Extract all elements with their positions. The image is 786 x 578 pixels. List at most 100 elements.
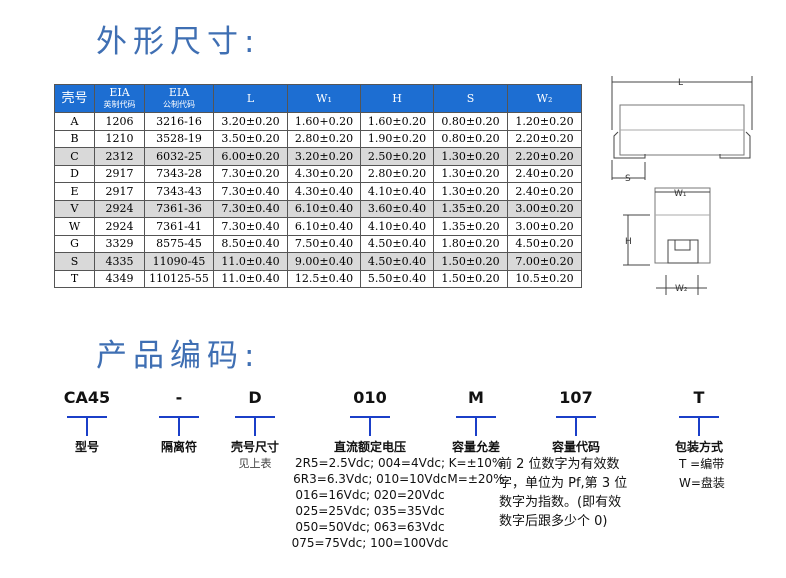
table-cell: 1.80±0.20 [433,234,508,253]
table-row: A 1206 3216-16 3.20±0.20 1.60+0.20 1.60±0.20 0… [54,112,582,131]
code-desc: 075=75Vdc; 100=100Vdc [291,536,449,550]
code-value: D [248,388,262,407]
table-cell: 4.30±0.20 [287,164,361,183]
table-cell: 2924 [94,217,145,236]
table-cell: 7.00±0.20 [507,252,582,271]
table-cell: C [54,147,95,166]
table-cell: 3.00±0.20 [507,199,582,218]
code-segment: M 容量允差 K=±10% M=±20% [416,388,536,487]
code-label: 直流额定电压 [333,440,406,454]
table-cell: 2.50±0.20 [360,147,434,166]
table-cell: 3.20±0.20 [213,112,288,131]
table-cell: 6032-25 [144,147,214,166]
code-segment: CA45 型号 [27,388,147,455]
table-cell: 2.80±0.20 [360,164,434,183]
code-label: 容量代码 [551,440,600,454]
table-cell: 1.90±0.20 [360,129,434,148]
code-label: 隔离符 [160,440,197,454]
table-cell: 2.20±0.20 [507,129,582,148]
table-cell: 1.60+0.20 [287,112,361,131]
table-cell: 7361-41 [144,217,214,236]
table-cell: 3.20±0.20 [287,147,361,166]
table-cell: 7.30±0.40 [213,182,288,201]
table-cell: 1.50±0.20 [433,269,508,288]
code-desc: 前 2 位数字为有效数 [499,457,620,472]
table-cell: 2917 [94,182,145,201]
table-cell: 2.20±0.20 [507,147,582,166]
code-desc: M=±20% [447,472,505,486]
table-cell: 0.80±0.20 [433,129,508,148]
table-cell: 8575-45 [144,234,214,253]
code-segment: 107 容量代码前 2 位数字为有效数 字，单位为 Pf,第 3 位数字为指数。(即… [491,388,661,531]
section-title-part-code: 产品编码: [96,338,261,374]
table-cell: 7.30±0.40 [213,217,288,236]
header-w1: W₁ [287,84,361,113]
table-row: V 2924 7361-36 7.30±0.40 6.10±0.40 3.60±0.40 1… [54,199,582,218]
table-cell: B [54,129,95,148]
table-cell: 7.30±0.40 [213,199,288,218]
table-cell: 2312 [94,147,145,166]
code-value: T [693,388,705,407]
code-desc: K=±10% [448,456,504,470]
capacitor-dimension-diagram: L S W₁ H W₂ [611,76,753,295]
section-title-dimensions: 外形尺寸: [96,24,261,60]
code-segment: 010 直流额定电压 2R5=2.5Vdc; 004=4Vdc; 6R3=6.3Vdc… [285,388,455,551]
label-h: H [625,237,632,247]
table-cell: 3.50±0.20 [213,129,288,148]
bracket-icon [416,408,536,438]
bracket-icon [639,408,759,438]
table-cell: 9.00±0.40 [287,252,361,271]
table-cell: 1.50±0.20 [433,252,508,271]
table-cell: 4.50±0.40 [360,252,434,271]
table-cell: 7343-43 [144,182,214,201]
table-cell: 4.30±0.40 [287,182,361,201]
label-w2: W₂ [675,284,688,294]
code-segment: T 包装方式 T =编带 W=盘装 [639,388,759,493]
table-cell: 2.40±0.20 [507,164,582,183]
table-cell: 7.30±0.20 [213,164,288,183]
table-cell: 4.50±0.20 [507,234,582,253]
table-cell: W [54,217,95,236]
header-l: L [213,84,288,113]
table-cell: 11090-45 [144,252,214,271]
table-row: C 2312 6032-25 6.00±0.20 3.20±0.20 2.50±0.20 1… [54,147,582,166]
table-cell: 4.10±0.40 [360,217,434,236]
table-cell: G [54,234,95,253]
header-eia-inch: EIA 英制代码 [94,84,145,113]
table-cell: 3216-16 [144,112,214,131]
code-value: M [468,388,484,407]
table-cell: 8.50±0.40 [213,234,288,253]
table-cell: 1.60±0.20 [360,112,434,131]
code-desc: 2R5=2.5Vdc; 004=4Vdc; [294,456,446,470]
code-value: - [175,388,183,407]
header-eia-metric: EIA 公制代码 [144,84,214,113]
bracket-icon [119,408,239,438]
code-desc: 数字后跟多少个 0) [499,514,608,529]
table-cell: 6.00±0.20 [213,147,288,166]
code-desc: 数字为指数。(即有效 [499,495,622,510]
table-cell: 2.40±0.20 [507,182,582,201]
table-cell: 3528-19 [144,129,214,148]
code-segment: D 壳号尺寸 见上表 [195,388,315,471]
table-cell: 7.50±0.40 [287,234,361,253]
table-cell: 0.80±0.20 [433,112,508,131]
header-h: H [360,84,434,113]
code-desc: 016=16Vdc; 020=20Vdc [295,488,445,502]
code-value: 107 [559,388,593,407]
code-label: 型号 [74,440,99,454]
table-cell: 1.30±0.20 [433,164,508,183]
table-cell: 1.35±0.20 [433,199,508,218]
table-row: D 2917 7343-28 7.30±0.20 4.30±0.20 2.80±0.20 1… [54,164,582,183]
table-cell: 4349 [94,269,145,288]
table-cell: T [54,269,95,288]
bracket-icon [27,408,147,438]
table-cell: 2924 [94,199,145,218]
table-cell: 7343-28 [144,164,214,183]
dimensions-table: 壳号 EIA 英制代码 EIA 公制代码 L W₁ H S W₂ A 1206 3216… [54,84,582,288]
label-l: L [678,78,683,88]
bracket-icon [195,408,315,438]
code-desc: 050=50Vdc; 063=63Vdc [295,520,445,534]
label-w1: W₁ [674,189,687,199]
code-segment: - 隔离符 [119,388,239,455]
table-cell: 3329 [94,234,145,253]
